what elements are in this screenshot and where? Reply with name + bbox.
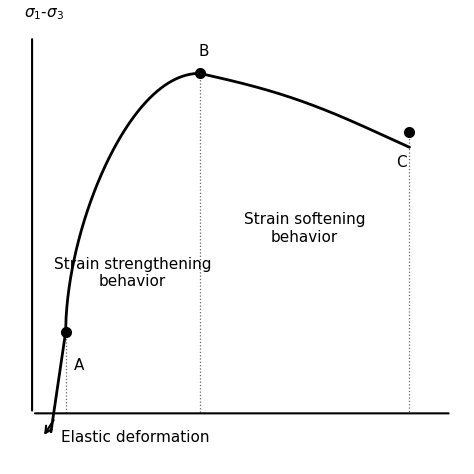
Text: C: C — [396, 155, 406, 170]
Text: Strain softening
behavior: Strain softening behavior — [244, 212, 365, 245]
Text: Elastic deformation: Elastic deformation — [62, 430, 210, 445]
Text: $\sigma_1$-$\sigma_3$: $\sigma_1$-$\sigma_3$ — [24, 6, 64, 22]
Text: A: A — [74, 358, 84, 373]
Text: B: B — [199, 44, 209, 59]
Text: Strain strengthening
behavior: Strain strengthening behavior — [54, 257, 211, 289]
